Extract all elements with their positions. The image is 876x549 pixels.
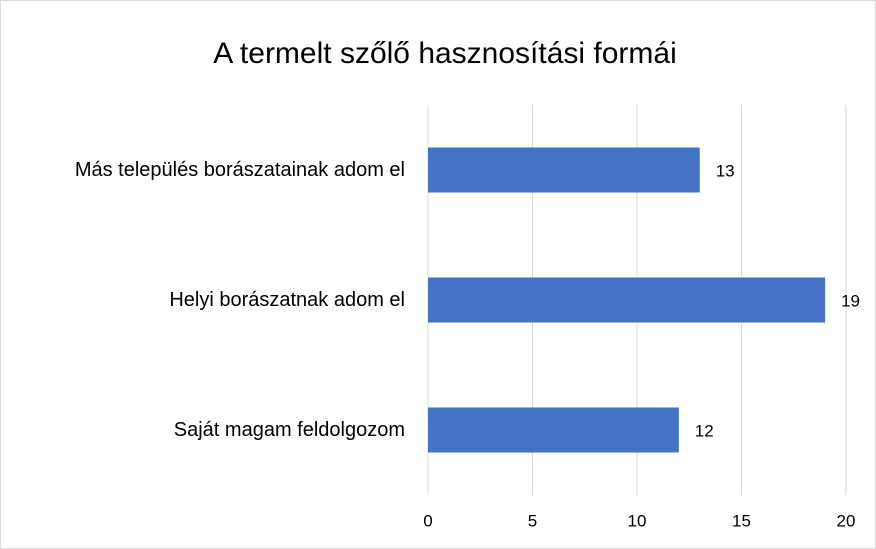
category-label-box: Más település borászatainak adom el bbox=[10, 130, 405, 210]
bar bbox=[428, 147, 700, 193]
y-tick-label: Más település borászatainak adom el bbox=[74, 159, 405, 181]
y-tick-label: Saját magam feldolgozom bbox=[173, 419, 405, 441]
x-tick-label: 15 bbox=[732, 511, 751, 530]
bar bbox=[428, 277, 826, 323]
category-label-box: Helyi borászatnak adom el bbox=[10, 260, 405, 340]
x-tick-label: 10 bbox=[628, 511, 647, 530]
chart-title: A termelt szőlő hasznosítási formái bbox=[213, 37, 677, 70]
data-label: 13 bbox=[716, 161, 735, 180]
y-tick-label: Helyi borászatnak adom el bbox=[169, 289, 405, 311]
x-tick-label: 0 bbox=[423, 511, 432, 530]
x-tick-label: 20 bbox=[837, 511, 856, 530]
data-label: 19 bbox=[841, 291, 860, 310]
bar bbox=[428, 407, 679, 453]
category-label-box: Saját magam feldolgozom bbox=[10, 390, 405, 470]
x-tick-label: 5 bbox=[528, 511, 537, 530]
data-label: 12 bbox=[695, 421, 714, 440]
